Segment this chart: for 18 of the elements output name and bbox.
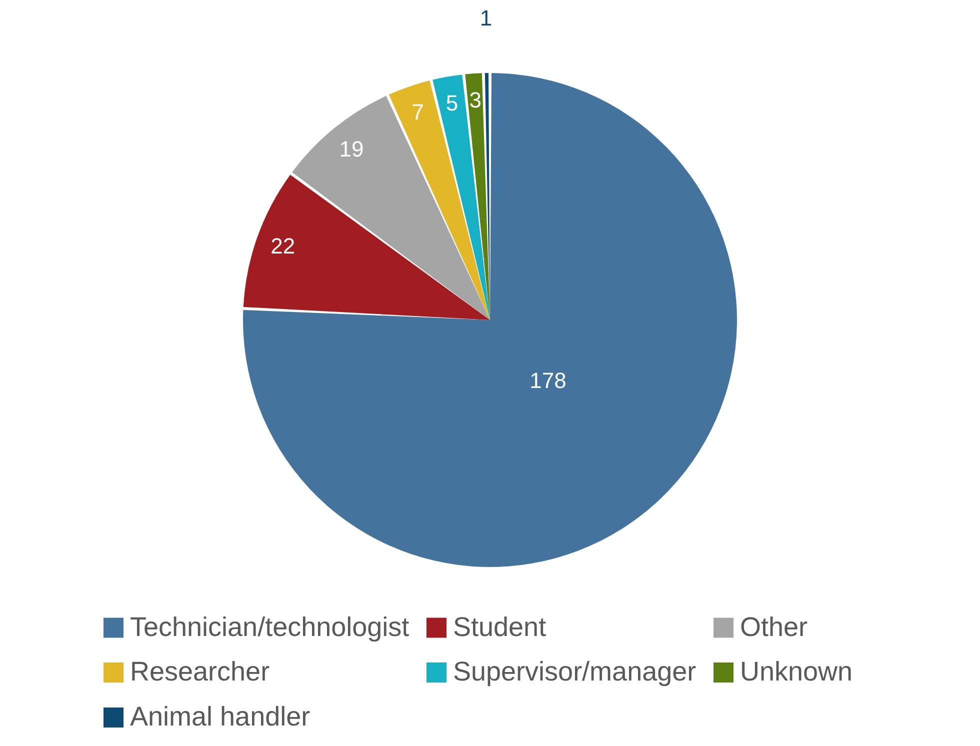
data-label: 22 [270, 234, 296, 259]
pie-slice [465, 73, 490, 320]
legend-label: Other [740, 612, 808, 642]
legend-label: Supervisor/manager [453, 656, 696, 686]
pie-slice [243, 174, 490, 320]
legend-label: Unknown [740, 656, 853, 686]
legend-label: Animal handler [130, 702, 310, 732]
pie-slice [388, 80, 490, 320]
data-label: 5 [446, 90, 458, 116]
legend-label: Researcher [130, 656, 270, 686]
data-label: 19 [339, 136, 364, 162]
legend-label: Student [453, 612, 547, 642]
data-label: 178 [530, 368, 566, 393]
legend-label: Technician/technologist [130, 612, 410, 642]
data-label: 1 [480, 6, 492, 31]
pie-slice [432, 74, 490, 320]
data-label: 3 [469, 88, 482, 113]
data-label: 7 [412, 99, 424, 124]
